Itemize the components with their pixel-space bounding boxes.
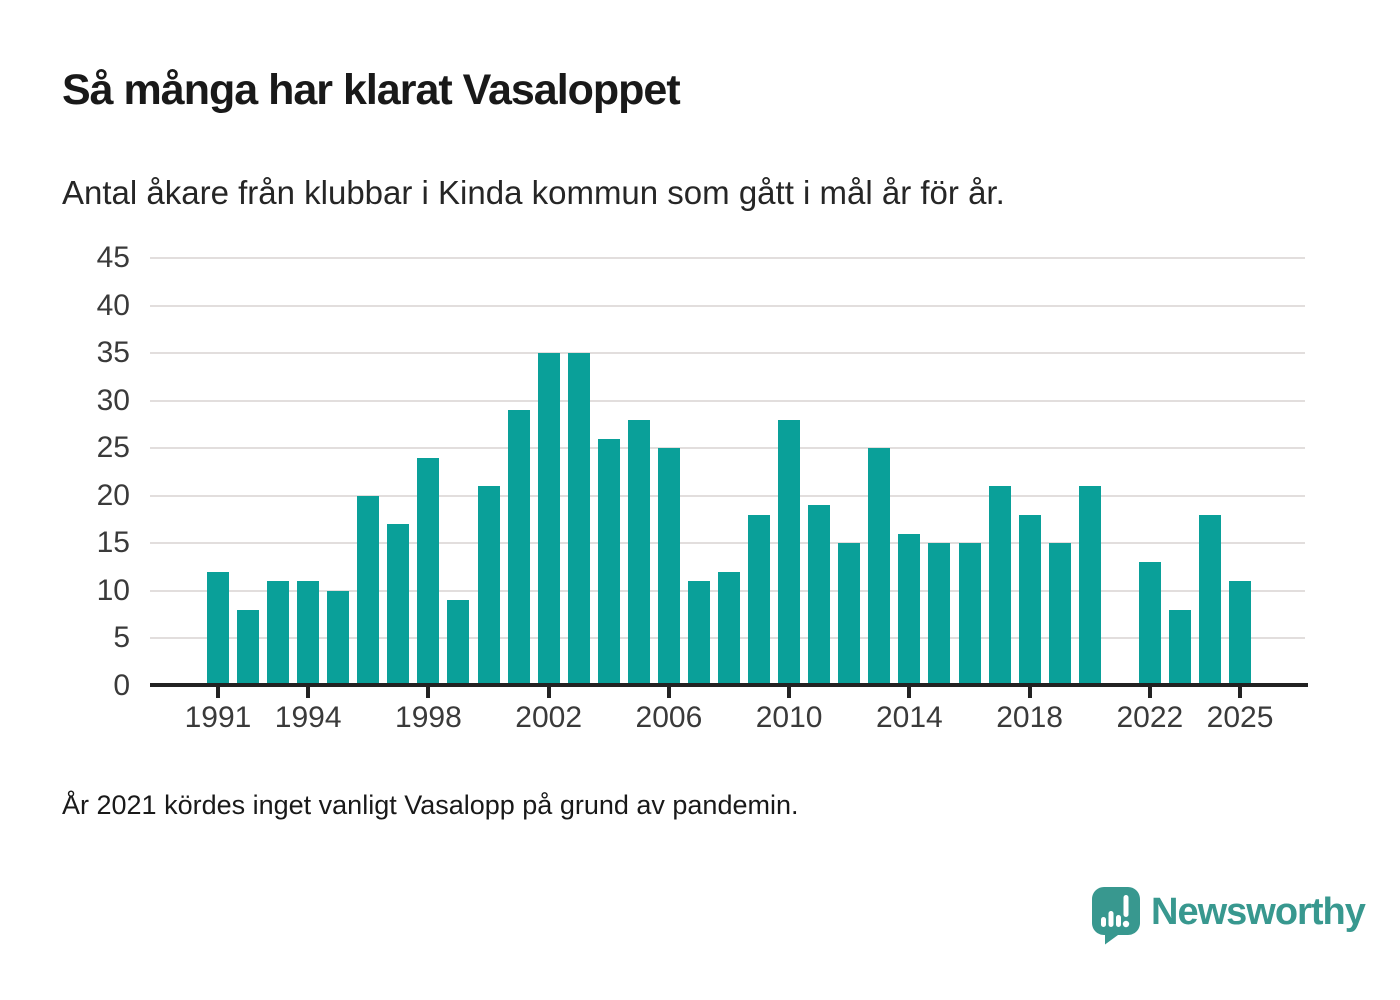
x-tick-label-1998: 1998 — [395, 701, 462, 734]
bar-1992 — [237, 609, 260, 686]
x-tick-label-2018: 2018 — [996, 701, 1063, 734]
x-tick-label-2014: 2014 — [876, 701, 943, 734]
bar-1995 — [327, 590, 350, 686]
x-tick-2002 — [546, 687, 551, 698]
bar-1998 — [417, 457, 440, 686]
y-tick-label-45: 45 — [96, 241, 130, 274]
x-tick-label-2002: 2002 — [515, 701, 583, 734]
y-tick-label-35: 35 — [96, 336, 130, 370]
bar-1991 — [207, 571, 229, 686]
bar-2007 — [687, 581, 710, 686]
y-tick-label-10: 10 — [96, 573, 130, 607]
y-tick-label-25: 25 — [96, 431, 130, 465]
bar-2013 — [868, 448, 891, 686]
y-tick-label-5: 5 — [113, 621, 130, 655]
bar-2015 — [928, 543, 951, 686]
bar-2010 — [778, 419, 801, 686]
newsworthy-chart-bubble-icon — [1091, 886, 1141, 945]
bar-2022 — [1138, 562, 1161, 686]
bar-1994 — [297, 581, 320, 686]
bar-2014 — [898, 533, 921, 686]
bar-2017 — [988, 486, 1011, 686]
gridline-35 — [150, 352, 1305, 355]
chart-subtitle: Antal åkare från klubbar i Kinda kommun … — [62, 174, 1005, 211]
y-tick-label-40: 40 — [96, 288, 130, 322]
chart-footnote: År 2021 kördes inget vanligt Vasalopp på… — [62, 790, 799, 820]
newsworthy-logo: Newsworthy — [1091, 886, 1366, 945]
y-tick-label-30: 30 — [96, 383, 130, 417]
bar-2019 — [1048, 543, 1071, 686]
bar-2003 — [567, 353, 590, 686]
x-tick-2010 — [787, 687, 792, 698]
x-tick-1994 — [306, 687, 311, 698]
bar-1996 — [357, 495, 380, 686]
x-tick-2025 — [1238, 687, 1243, 698]
bar-2000 — [477, 486, 500, 686]
bar-2001 — [507, 410, 530, 686]
y-tick-label-0: 0 — [113, 669, 130, 702]
bar-2016 — [958, 543, 981, 686]
x-tick-2014 — [907, 687, 912, 698]
x-tick-2022 — [1147, 687, 1152, 698]
bar-2011 — [808, 505, 831, 686]
gridline-40 — [150, 304, 1305, 307]
bar-2018 — [1018, 514, 1041, 686]
bar-2004 — [597, 438, 620, 686]
bar-1999 — [447, 600, 470, 686]
x-tick-label-2022: 2022 — [1116, 701, 1184, 734]
bar-2006 — [657, 448, 680, 686]
bar-2020 — [1078, 486, 1101, 686]
newsworthy-logo-text: Newsworthy — [1151, 891, 1366, 933]
gridline-45 — [150, 257, 1305, 259]
bar-2024 — [1198, 514, 1221, 686]
bar-2025 — [1229, 581, 1252, 686]
bar-2012 — [838, 543, 861, 686]
x-tick-label-1991: 1991 — [184, 701, 252, 734]
x-tick-2018 — [1027, 687, 1032, 698]
x-tick-label-2025: 2025 — [1206, 701, 1274, 734]
x-tick-1991 — [216, 687, 220, 698]
bar-2009 — [748, 514, 771, 686]
bar-2023 — [1168, 609, 1191, 686]
y-tick-label-15: 15 — [96, 526, 130, 560]
bar-2005 — [627, 419, 650, 686]
bar-2002 — [537, 353, 560, 686]
x-tick-2006 — [666, 687, 671, 698]
bar-2008 — [718, 571, 741, 686]
x-tick-label-1994: 1994 — [274, 701, 342, 734]
x-tick-label-2010: 2010 — [755, 701, 823, 734]
gridline-25 — [150, 447, 1305, 450]
x-tick-1998 — [426, 687, 431, 698]
gridline-20 — [150, 494, 1305, 497]
x-axis-line — [150, 683, 1308, 687]
chart-title: Så många har klarat Vasaloppet — [62, 66, 681, 114]
bar-1997 — [387, 524, 410, 686]
x-tick-label-2006: 2006 — [635, 701, 703, 734]
gridline-15 — [150, 542, 1305, 545]
bar-1993 — [267, 581, 290, 686]
y-tick-label-20: 20 — [96, 478, 130, 512]
gridline-30 — [150, 399, 1305, 402]
